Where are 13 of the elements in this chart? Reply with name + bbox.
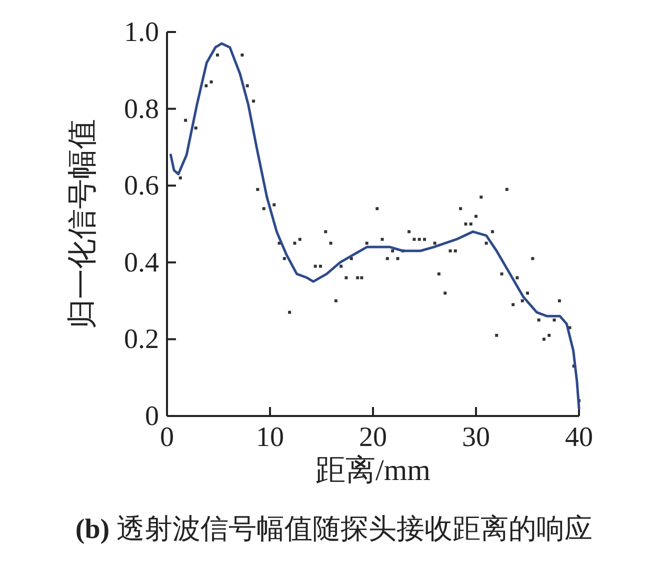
y-tick-label: 0.4 <box>124 247 159 278</box>
x-tick-label: 40 <box>565 422 593 453</box>
text: (b) 透射波信号幅值随探头接收距离的响应 <box>75 514 593 545</box>
x-tick-label: 30 <box>462 422 490 453</box>
y-axis-title: 归一化信号幅值 <box>66 119 99 329</box>
y-tick-label: 1.0 <box>124 17 159 48</box>
y-tick-label: 0 <box>145 401 159 432</box>
x-tick-label: 20 <box>359 422 387 453</box>
x-tick-label: 10 <box>256 422 284 453</box>
y-tick-label: 0.2 <box>124 324 159 356</box>
y-tick-label: 0.6 <box>124 170 159 202</box>
y-tick-label: 0.8 <box>124 94 159 125</box>
x-axis-title: 距离/mm <box>315 454 431 487</box>
